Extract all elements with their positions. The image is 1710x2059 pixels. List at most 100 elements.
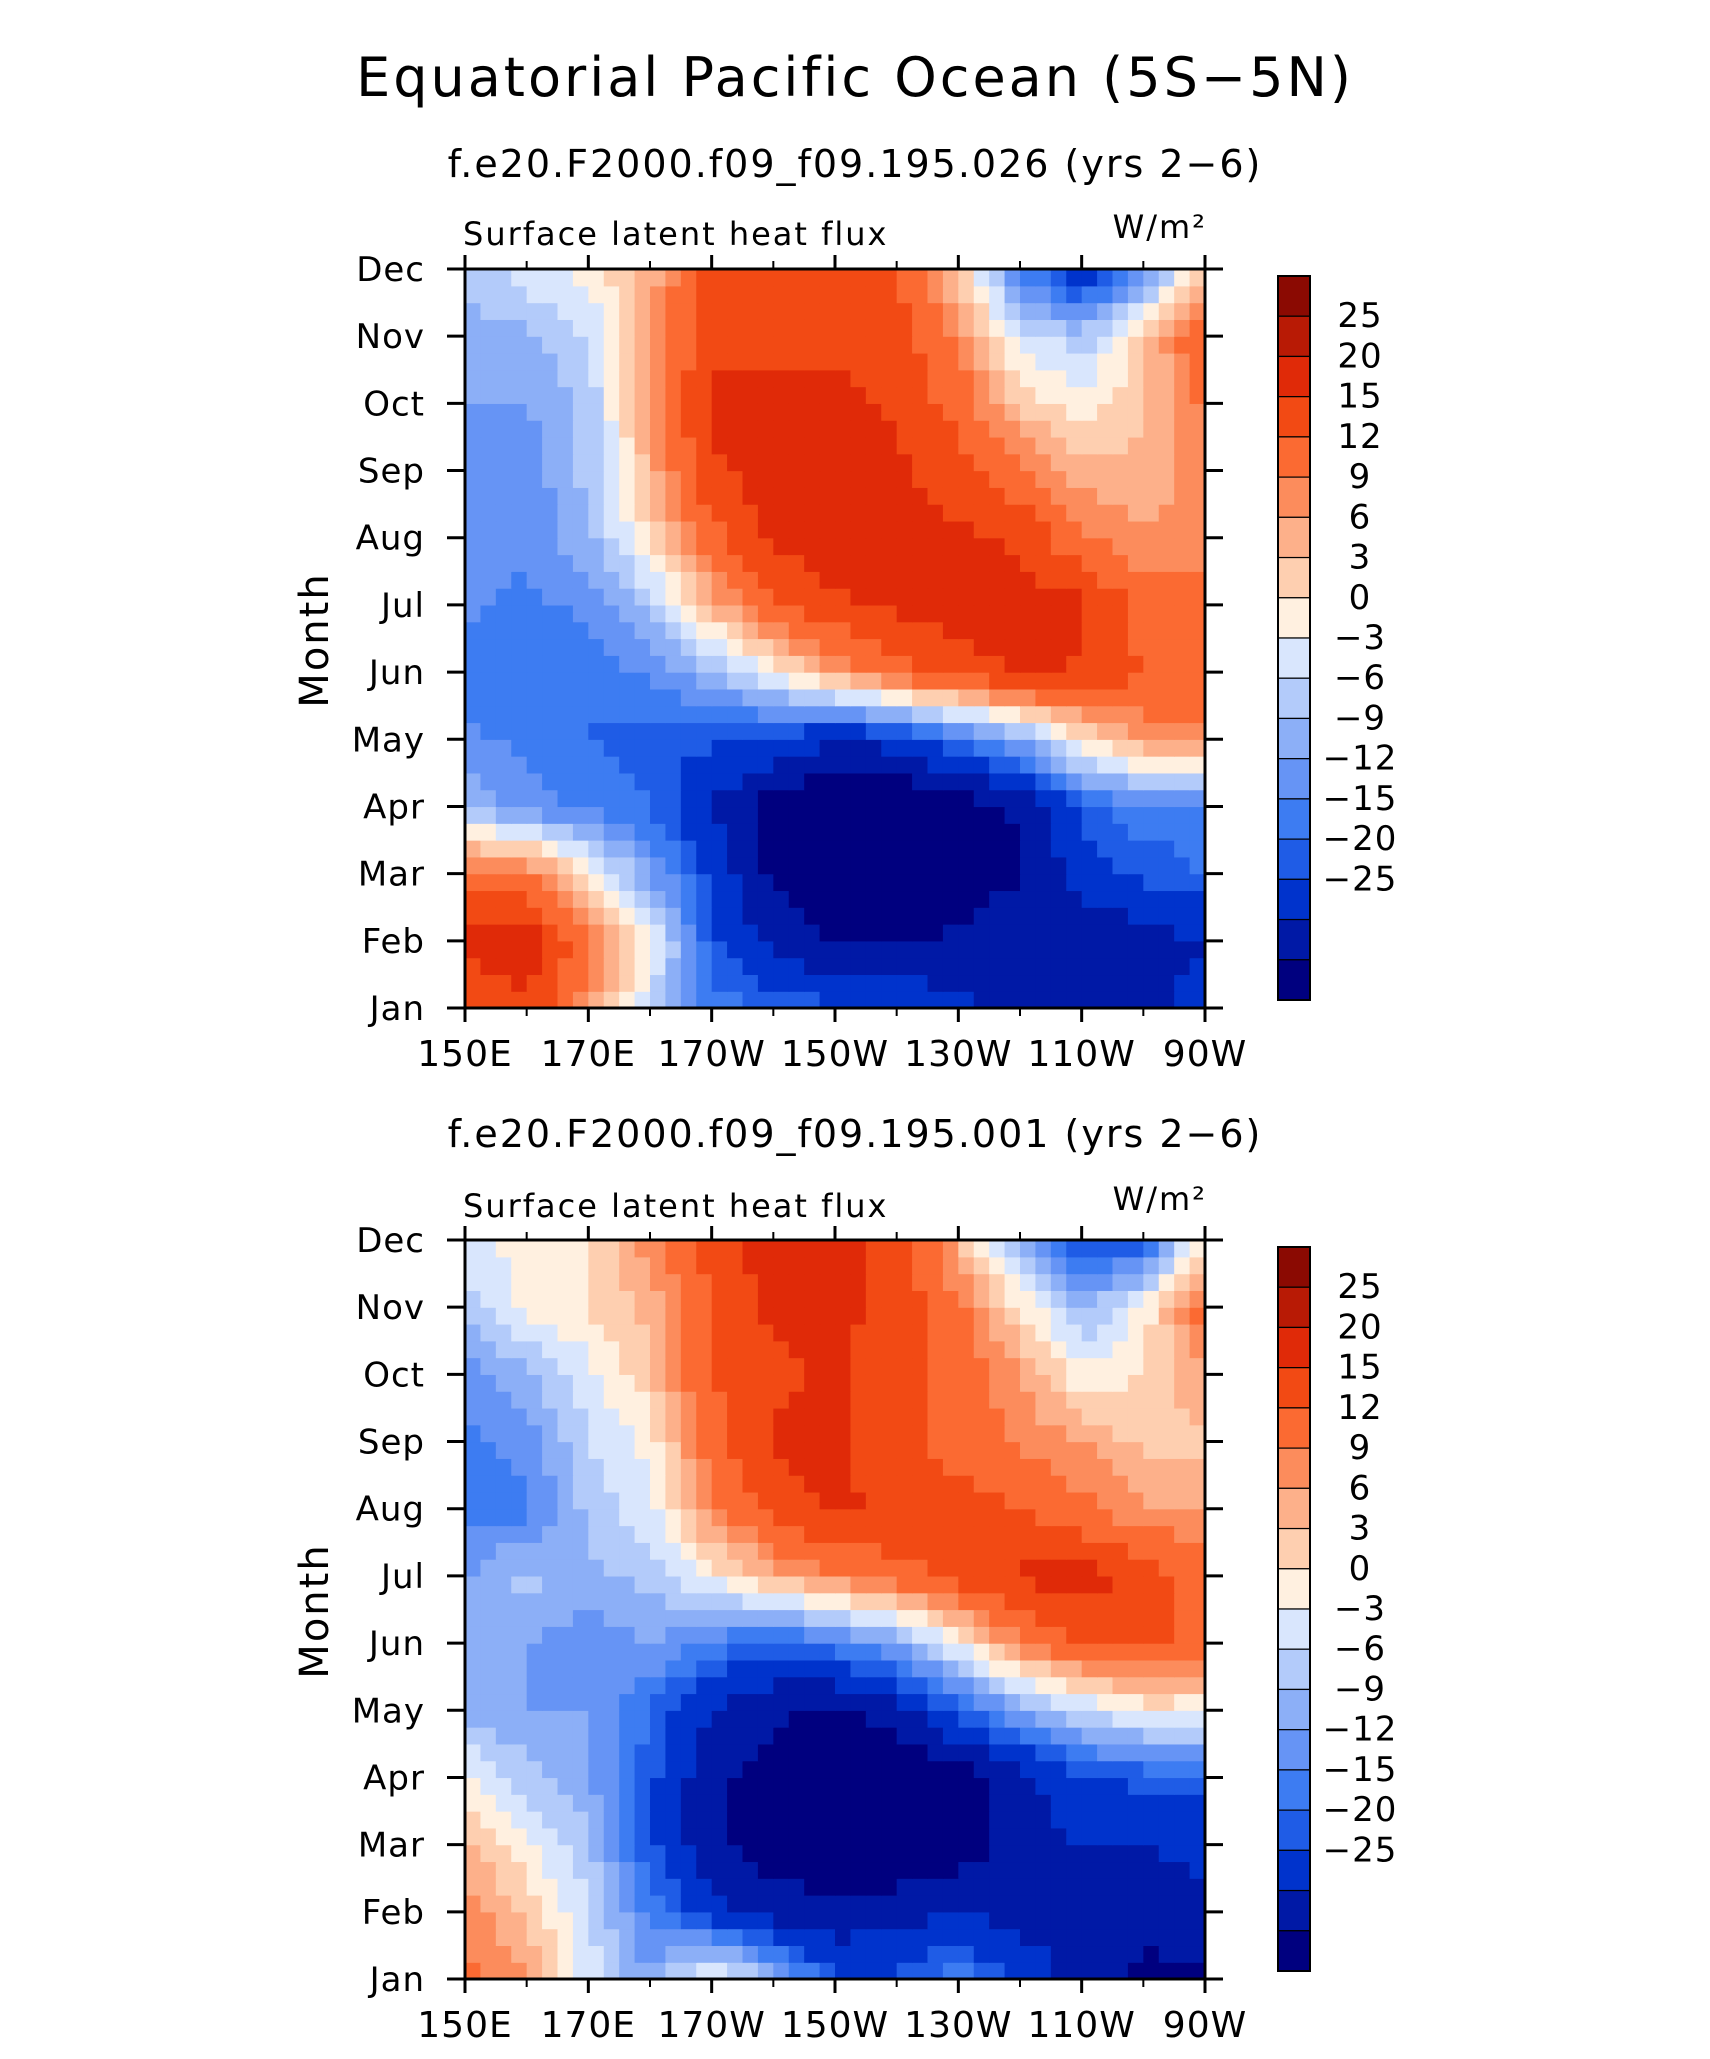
heatmap-cell	[927, 1643, 944, 1661]
colorbar-label: 25	[1337, 1267, 1382, 1307]
heatmap-cell	[1066, 1962, 1083, 1979]
heatmap-cell	[788, 688, 805, 707]
heatmap-cell	[1066, 285, 1083, 304]
heatmap-cell	[881, 1676, 898, 1695]
heatmap-cell	[557, 1391, 574, 1409]
heatmap-cell	[665, 1844, 682, 1863]
heatmap-cell	[1127, 772, 1144, 791]
heatmap-cell	[711, 1441, 728, 1459]
heatmap-cell	[788, 1794, 805, 1812]
heatmap-cell	[757, 520, 774, 539]
heatmap-cell	[1081, 1475, 1098, 1493]
heatmap-cell	[557, 890, 574, 908]
heatmap-cell	[896, 957, 913, 976]
heatmap-cell	[1050, 1307, 1067, 1325]
heatmap-cell	[588, 1676, 605, 1695]
heatmap-cell	[1066, 436, 1083, 455]
heatmap-cell	[1158, 1777, 1175, 1795]
heatmap-cell	[1158, 319, 1175, 337]
heatmap-cell	[1112, 756, 1129, 774]
heatmap-cell	[1158, 1592, 1175, 1611]
heatmap-cell	[973, 789, 990, 808]
heatmap-cell	[742, 722, 759, 740]
heatmap-cell	[942, 369, 959, 388]
heatmap-cell	[1004, 789, 1021, 808]
heatmap-cell	[896, 1878, 913, 1896]
heatmap-cell	[1158, 940, 1175, 959]
heatmap-cell	[819, 1895, 836, 1913]
x-tick-label: 130W	[904, 2005, 1012, 2046]
heatmap-cell	[896, 1592, 913, 1611]
heatmap-cell	[603, 1676, 620, 1695]
heatmap-cell	[1112, 1928, 1129, 1947]
heatmap-cell	[572, 1559, 589, 1577]
heatmap-cell	[480, 1626, 497, 1644]
heatmap-cell	[665, 1777, 682, 1795]
heatmap-cell	[912, 1659, 929, 1678]
heatmap-cell	[804, 537, 821, 556]
heatmap-cell	[1158, 621, 1175, 640]
y-tick-label: Feb	[362, 1893, 425, 1933]
heatmap-cell	[495, 1911, 512, 1930]
heatmap-cell	[989, 537, 1006, 556]
heatmap-cell	[603, 1491, 620, 1510]
heatmap-cell	[1174, 537, 1191, 556]
heatmap-cell	[819, 890, 836, 908]
heatmap-cell	[619, 1777, 636, 1795]
heatmap-cell	[1004, 520, 1021, 539]
heatmap-cell	[881, 621, 898, 640]
heatmap-cell	[804, 470, 821, 488]
y-tick-label: Dec	[356, 1221, 425, 1261]
heatmap-cell	[835, 1609, 852, 1627]
heatmap-cell	[912, 1928, 929, 1947]
heatmap-cell	[1081, 672, 1098, 690]
heatmap-cell	[1020, 554, 1037, 572]
heatmap-cell	[572, 1508, 589, 1527]
heatmap-cell	[557, 1811, 574, 1829]
heatmap-cell	[495, 722, 512, 740]
heatmap-cell	[788, 1928, 805, 1947]
heatmap-cell	[927, 1475, 944, 1493]
heatmap-cell	[850, 319, 867, 337]
heatmap-cell	[896, 1693, 913, 1711]
heatmap-cell	[711, 537, 728, 556]
heatmap-cell	[773, 1290, 790, 1308]
heatmap-cell	[881, 588, 898, 606]
heatmap-cell	[804, 924, 821, 942]
heatmap-cell	[1189, 369, 1205, 388]
heatmap-cell	[927, 1895, 944, 1913]
heatmap-cell	[588, 1491, 605, 1510]
heatmap-cell	[1050, 974, 1067, 992]
heatmap-cell	[742, 319, 759, 337]
heatmap-cell	[742, 352, 759, 371]
heatmap-cell	[588, 302, 605, 320]
heatmap-cell	[912, 1491, 929, 1510]
heatmap-cell	[1020, 386, 1037, 404]
heatmap-cell	[511, 588, 528, 606]
heatmap-cell	[942, 302, 959, 320]
heatmap-cell	[1035, 1743, 1052, 1762]
heatmap-cell	[588, 705, 605, 724]
heatmap-cell	[973, 688, 990, 707]
heatmap-cell	[650, 1424, 667, 1443]
heatmap-cell	[619, 1575, 636, 1594]
heatmap-cell	[1158, 403, 1175, 421]
panel-bottom-plot: 150E 170E 170W 150W 130W 110W 90WJanFebMarAprM…	[352, 1221, 1247, 2046]
heatmap-cell	[1066, 336, 1083, 354]
heatmap-cell	[865, 453, 882, 472]
heatmap-cell	[757, 957, 774, 976]
heatmap-cell	[711, 907, 728, 925]
heatmap-cell	[1189, 1256, 1205, 1275]
heatmap-cell	[742, 1928, 759, 1947]
heatmap-cell	[942, 436, 959, 455]
heatmap-cell	[1097, 1727, 1114, 1745]
heatmap-cell	[881, 1256, 898, 1275]
heatmap-cell	[1127, 756, 1144, 774]
heatmap-cell	[788, 789, 805, 808]
heatmap-cell	[542, 739, 559, 757]
heatmap-cell	[1158, 1491, 1175, 1510]
heatmap-cell	[696, 705, 713, 724]
heatmap-cell	[526, 1794, 543, 1812]
heatmap-cell	[881, 1777, 898, 1795]
heatmap-cell	[881, 571, 898, 589]
